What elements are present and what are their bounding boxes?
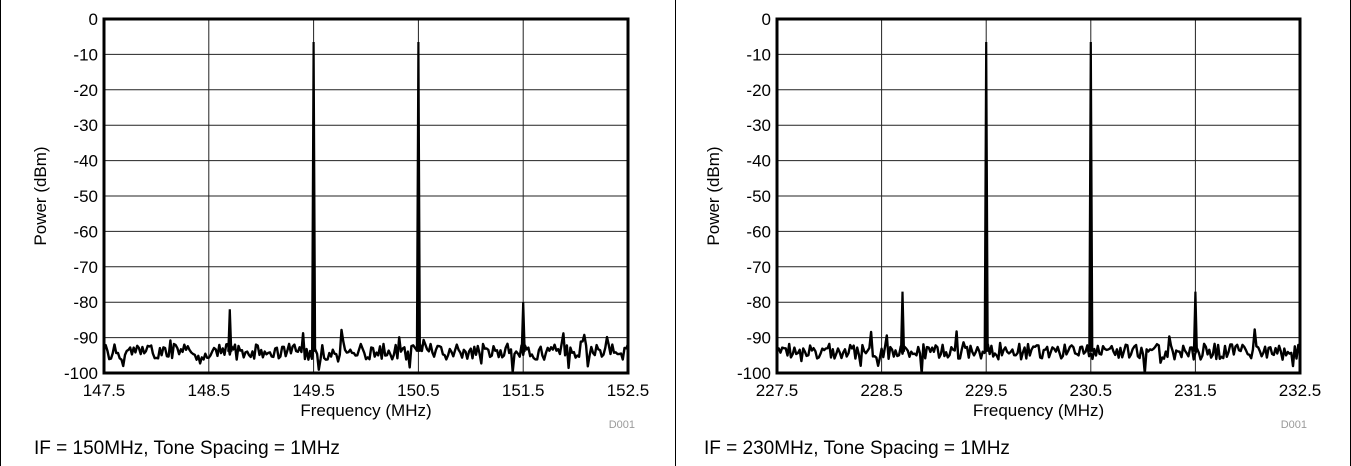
y-tick-label: -90	[746, 329, 771, 348]
x-tick-label: 229.5	[965, 381, 1008, 400]
y-tick-label: 0	[89, 10, 98, 29]
x-axis-label: Frequency (MHz)	[973, 401, 1104, 420]
intermod-spur	[520, 302, 526, 352]
y-tick-label: -10	[73, 45, 98, 64]
y-tick-label: -70	[746, 258, 771, 277]
y-tick-label: -70	[73, 258, 98, 277]
y-tick-label: -100	[64, 364, 98, 383]
y-tick-label: -20	[746, 81, 771, 100]
x-tick-label: 152.5	[607, 381, 650, 400]
figure-code: D001	[1281, 419, 1307, 431]
x-tick-label: 231.5	[1174, 381, 1217, 400]
x-tick-label: 151.5	[502, 381, 545, 400]
x-tick-label: 149.5	[292, 381, 335, 400]
intermod-spur	[227, 309, 233, 352]
y-tick-label: -80	[73, 293, 98, 312]
plot-frame	[775, 17, 1302, 375]
tone-peak	[1088, 41, 1094, 352]
y-tick-label: -90	[73, 329, 98, 348]
x-tick-label: 150.5	[397, 381, 440, 400]
noise-floor-trace	[103, 328, 630, 374]
x-axis-label: Frequency (MHz)	[300, 401, 431, 420]
y-tick-label: -50	[746, 187, 771, 206]
y-tick-label: -30	[73, 116, 98, 135]
noise-floor-trace	[775, 328, 1302, 375]
x-tick-label: 147.5	[83, 381, 126, 400]
x-tick-label: 230.5	[1070, 381, 1113, 400]
y-tick-label: -40	[73, 152, 98, 171]
y-tick-label: -50	[73, 187, 98, 206]
chart-caption: IF = 230MHz, Tone Spacing = 1MHz	[704, 438, 1010, 459]
y-tick-label: -40	[746, 152, 771, 171]
figure-code: D001	[609, 419, 635, 431]
y-tick-label: -80	[746, 293, 771, 312]
y-tick-label: -60	[746, 222, 771, 241]
intermod-spur	[899, 291, 906, 352]
x-tick-label: 228.5	[860, 381, 903, 400]
x-tick-label: 232.5	[1279, 381, 1322, 400]
tone-peak	[415, 41, 421, 352]
panel-divider	[675, 0, 676, 466]
y-tick-label: -30	[746, 116, 771, 135]
y-axis-label: Power (dBm)	[31, 146, 50, 245]
figure-left-border	[0, 0, 1, 466]
y-tick-label: 0	[762, 10, 771, 29]
y-tick-label: -10	[746, 45, 771, 64]
plot-frame	[102, 17, 630, 375]
x-tick-label: 227.5	[756, 381, 799, 400]
y-tick-label: -20	[73, 81, 98, 100]
tone-peak	[311, 41, 317, 352]
chart-caption: IF = 150MHz, Tone Spacing = 1MHz	[34, 438, 340, 459]
y-tick-label: -60	[73, 222, 98, 241]
chart-panel-230mhz: 0 -10 -20 -30 -40 -50 -60 -70 -80 -90 -100 227.5 228…	[676, 0, 1351, 466]
intermod-spur	[1192, 291, 1198, 352]
y-tick-label: -100	[737, 364, 771, 383]
chart-panel-150mhz: 0 -10 -20 -30 -40 -50 -60 -70 -80 -90 -100 147.5 148…	[0, 0, 675, 466]
tone-peak	[983, 41, 989, 352]
y-axis-label: Power (dBm)	[704, 146, 723, 245]
x-tick-label: 148.5	[188, 381, 231, 400]
